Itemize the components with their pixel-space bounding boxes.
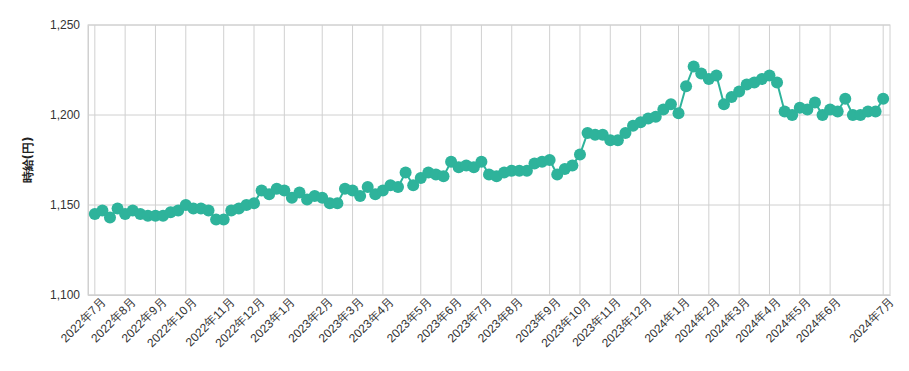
point [392,181,404,193]
point [331,197,343,209]
chart-container: 1,100 1,150 1,200 1,250 2022年7月2022年8月2022年9… [0,0,909,371]
grid-line [739,25,740,295]
y-axis: 1,100 1,150 1,200 1,250 [50,18,89,302]
grid-line [799,25,800,295]
point [870,105,882,117]
y-tick-label: 1,250 [50,18,80,32]
y-tick-label: 1,150 [50,198,80,212]
y-tick-label: 1,200 [50,108,80,122]
grid-line [883,25,884,295]
point [475,156,487,168]
grid-line [94,25,95,295]
y-axis-line [88,26,89,296]
grid-line [511,25,512,295]
point [877,93,889,105]
x-tick-label: 2024年6月 [793,295,843,345]
grid-line [284,25,285,295]
plot-frame [88,25,890,295]
grid-line [125,25,126,295]
point [832,105,844,117]
point [400,167,412,179]
y-axis-title: 時給(円) [21,137,35,184]
point [680,80,692,92]
chart: 1,100 1,150 1,200 1,250 2022年7月2022年8月2022年9… [0,0,909,371]
grid [88,25,890,295]
grid-line [254,25,255,295]
point [438,170,450,182]
grid-line [678,25,679,295]
grid-line [155,25,156,295]
point [566,159,578,171]
grid-line [322,25,323,295]
y-tick: 1,150 [50,198,88,212]
y-tick: 1,200 [50,108,88,122]
plot-area [89,60,889,225]
point [544,154,556,166]
y-tick: 1,100 [50,288,88,302]
grid-line [769,25,770,295]
grid-line [352,25,353,295]
grid-line [830,25,831,295]
grid-line [420,25,421,295]
grid-line [185,25,186,295]
point [574,149,586,161]
x-tick: 2023年12月 [599,295,654,350]
x-axis: 2022年7月2022年8月2022年9月2022年10月2022年11月202… [58,295,897,350]
grid-line [223,25,224,295]
y-tick-label: 1,100 [50,288,80,302]
point [839,93,851,105]
line [95,66,883,219]
grid-line [708,25,709,295]
y-tick: 1,250 [50,18,88,32]
point [809,96,821,108]
grid-line [610,25,611,295]
x-tick-label: 2024年7月 [846,295,896,345]
x-tick: 2024年6月 [793,295,843,345]
grid-line [382,25,383,295]
point [710,69,722,81]
x-tick: 2024年7月 [846,295,896,345]
grid-line [640,25,641,295]
x-axis-line [89,295,891,296]
point [248,197,260,209]
point [771,77,783,89]
point [673,107,685,119]
x-tick-label: 2023年12月 [599,295,654,350]
